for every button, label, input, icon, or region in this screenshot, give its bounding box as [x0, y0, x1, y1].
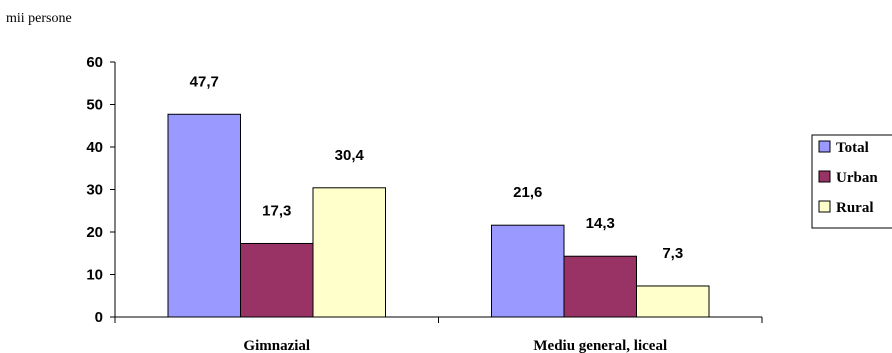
bar: [312, 187, 386, 318]
y-tick-label: 60: [86, 54, 103, 71]
bar: [240, 242, 314, 318]
chart-legend: Total Urban Rural: [811, 134, 892, 229]
legend-label: Total: [836, 140, 869, 156]
legend-swatch: [818, 140, 831, 153]
bar-value-label: 21,6: [513, 184, 542, 201]
unit-label: mii persone: [6, 11, 72, 26]
y-tick-label: 0: [95, 309, 103, 326]
bar: [563, 255, 637, 318]
legend-swatch: [818, 170, 831, 183]
legend-swatch: [818, 200, 831, 213]
bar: [491, 224, 565, 318]
y-tick-label: 10: [86, 267, 103, 284]
y-tick-label: 20: [86, 224, 103, 241]
legend-label: Urban: [836, 170, 878, 186]
x-category-label: Gimnazial: [243, 338, 310, 353]
bar: [636, 285, 710, 318]
y-tick-label: 40: [86, 139, 103, 156]
legend-label: Rural: [836, 200, 874, 216]
bar-value-label: 47,7: [190, 73, 219, 90]
x-category-label: Mediu general, liceal: [533, 338, 667, 353]
bar-value-label: 14,3: [586, 215, 615, 232]
bar-value-label: 17,3: [262, 202, 291, 219]
y-tick-label: 30: [86, 182, 103, 199]
chart-bars: [167, 113, 710, 318]
y-tick-label: 50: [86, 97, 103, 114]
bar-value-label: 30,4: [335, 147, 365, 164]
data-labels: 47,7 17,3 30,4 21,6 14,3 7,3: [190, 73, 684, 262]
chart-axes: 0 10 20 30 40 50 60 Gimnazial Mediu general, lic…: [86, 54, 763, 353]
bar-value-label: 7,3: [662, 245, 683, 262]
bar: [167, 113, 241, 318]
